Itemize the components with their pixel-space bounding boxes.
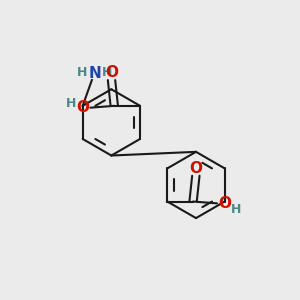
Text: H: H [76,66,87,79]
Text: H: H [231,203,242,216]
Text: O: O [189,161,202,176]
Text: N: N [88,66,101,81]
Text: O: O [105,65,118,80]
Text: O: O [76,100,89,115]
Text: H: H [102,66,113,79]
Text: O: O [218,196,231,211]
Text: H: H [66,98,76,110]
